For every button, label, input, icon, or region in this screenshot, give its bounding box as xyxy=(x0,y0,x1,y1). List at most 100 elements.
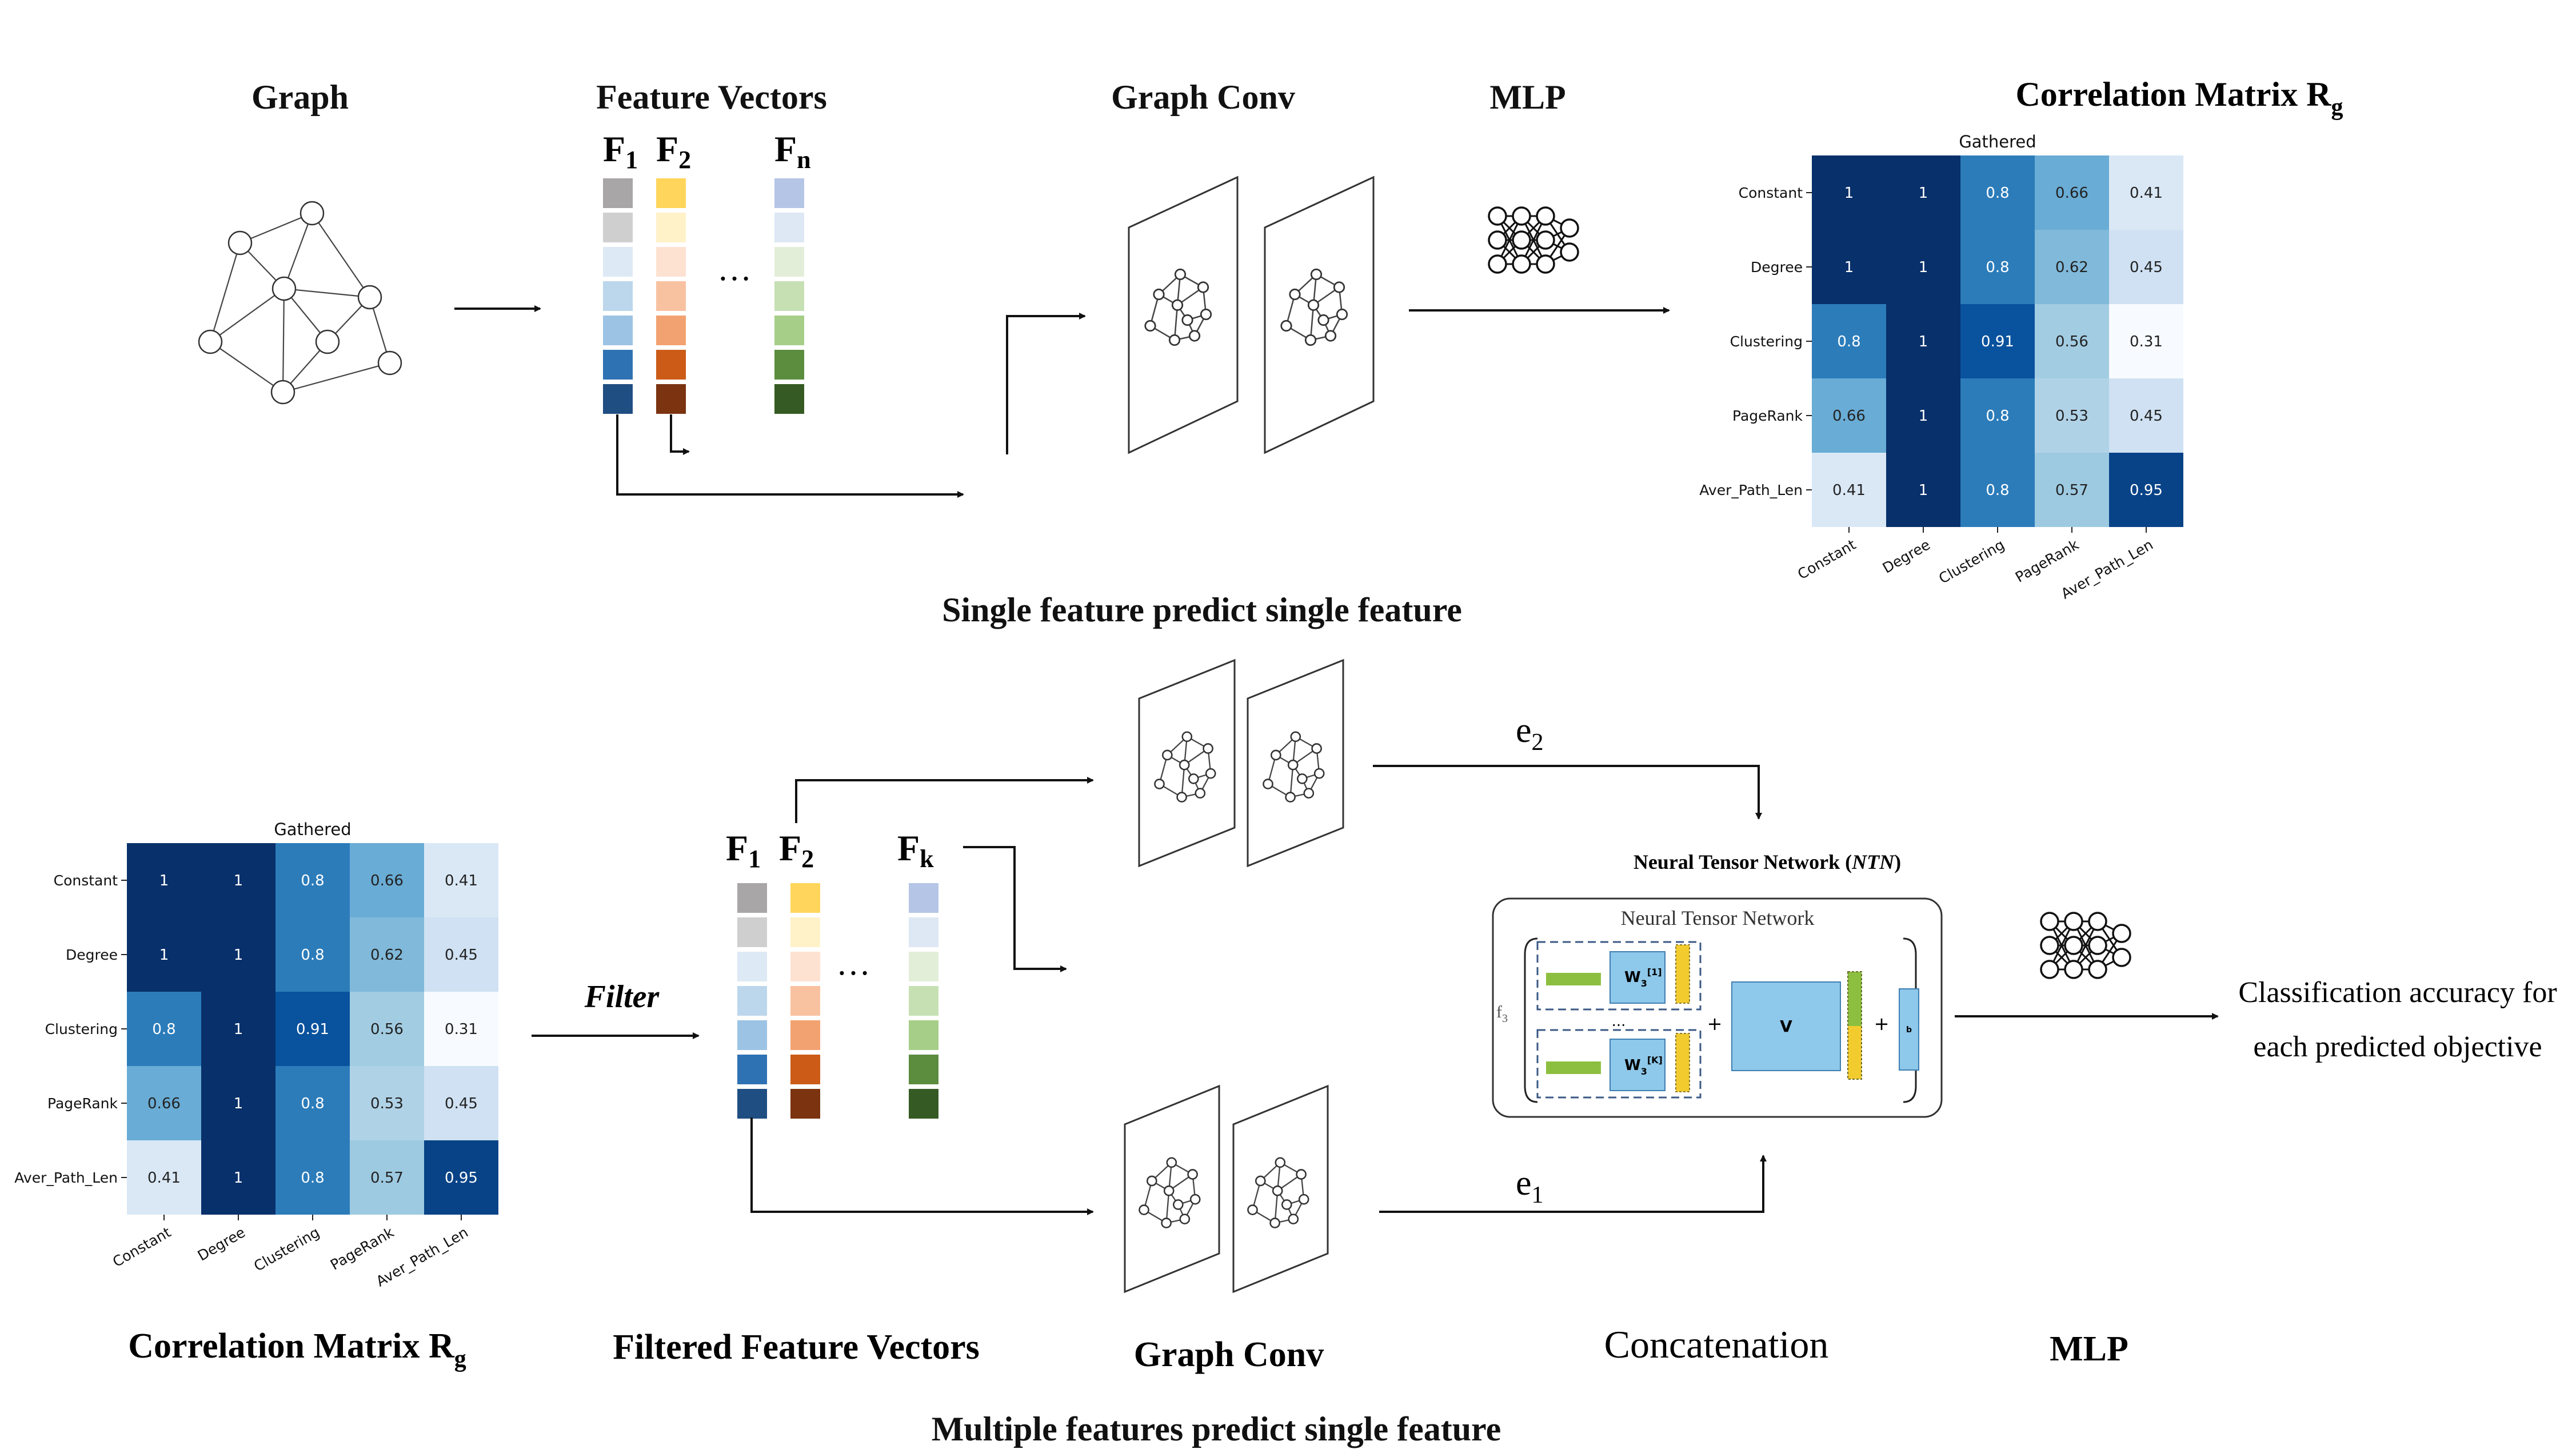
feature-cell xyxy=(737,883,767,913)
col-tick-label: Degree xyxy=(1880,536,1933,577)
col-tick-label: PageRank xyxy=(328,1224,397,1274)
feature-cell xyxy=(737,1089,767,1119)
heatmap-value-label: 1 xyxy=(234,1169,243,1187)
feature-cell xyxy=(774,281,804,311)
heatmap-value-label: 0.45 xyxy=(2130,408,2163,425)
heatmap-value-label: 0.8 xyxy=(1986,482,2009,499)
heatmap-value-label: 0.56 xyxy=(370,1021,404,1038)
feature-cell xyxy=(790,1020,820,1050)
feature-cell xyxy=(909,1055,938,1084)
heatmap-value-label: 0.8 xyxy=(1837,333,1860,350)
feature-cell xyxy=(603,247,633,277)
arrow-icon xyxy=(1379,1155,1767,1213)
heatmap-cell xyxy=(1960,378,2035,453)
feature-cell xyxy=(909,986,938,1016)
feature-cell xyxy=(656,247,686,277)
row-tick-label: PageRank xyxy=(1732,408,1803,424)
arrow-icon xyxy=(670,414,690,455)
heatmap-cell xyxy=(275,1140,350,1215)
heatmap-cell xyxy=(424,992,498,1066)
heatmap-cell xyxy=(1812,304,1886,378)
feature-cell xyxy=(790,952,820,981)
result-line-1: Classification accuracy for xyxy=(2238,976,2557,1009)
heatmap-cell xyxy=(1886,155,1960,230)
result-line-2: each predicted objective xyxy=(2253,1031,2542,1063)
bottom-correlation-matrix-title: Correlation Matrix Rg xyxy=(128,1327,466,1372)
ntn-wk-label: W3[K] xyxy=(1624,1055,1663,1077)
heatmap-cell xyxy=(201,1066,275,1140)
heatmap-value-label: 1 xyxy=(1919,185,1928,202)
correlation-matrix-title: Correlation Matrix Rg xyxy=(2015,75,2343,121)
feature-cell xyxy=(603,350,633,380)
fk-vector xyxy=(909,883,938,1119)
row-tick-label: Aver_Path_Len xyxy=(14,1169,118,1186)
heatmap-value-label: 0.62 xyxy=(2055,259,2088,276)
heatmap-value-label: 0.62 xyxy=(370,947,404,964)
heatmap-value-label: 0.95 xyxy=(2130,482,2163,499)
feature-cell xyxy=(656,281,686,311)
feature-cell xyxy=(909,1020,938,1050)
feature-cell xyxy=(909,883,938,913)
feature-cell xyxy=(774,350,804,380)
heatmap-cell xyxy=(1960,155,2035,230)
feature-cell xyxy=(603,281,633,311)
heatmap-title: Gathered xyxy=(1959,132,2036,151)
heatmap-value-label: 0.45 xyxy=(445,1095,478,1112)
feature-cell xyxy=(656,316,686,345)
feature-vectors-title: Feature Vectors xyxy=(596,78,827,116)
f1-label: F1 xyxy=(603,129,638,174)
fn-label: Fn xyxy=(774,129,811,174)
ntn-inner-title: Neural Tensor Network xyxy=(1621,907,1815,929)
heatmap-value-label: 0.41 xyxy=(1832,482,1866,499)
graph-conv-title: Graph Conv xyxy=(1111,78,1295,116)
heatmap-cell xyxy=(1886,304,1960,378)
heatmap-title: Gathered xyxy=(274,820,351,839)
ntn-plus-1: + xyxy=(1707,1013,1723,1035)
correlation-heatmap-bottom: Gathered 1 1 0.8 0.66 0.41 1 1 0.8 0.62 0.45 0.8 1 0.… xyxy=(14,820,498,1290)
row-tick-label: Degree xyxy=(1751,259,1803,276)
bottom-caption: Multiple features predict single feature xyxy=(932,1410,1501,1448)
feature-cell xyxy=(774,178,804,208)
bottom-graph-conv-title: Graph Conv xyxy=(1134,1335,1324,1374)
heatmap-cell xyxy=(127,843,201,917)
feature-cell xyxy=(790,1055,820,1084)
heatmap-cell xyxy=(2109,453,2183,527)
heatmap-cell xyxy=(1960,453,2035,527)
graph-conv-plane-icon xyxy=(1138,658,1236,868)
heatmap-value-label: 0.57 xyxy=(370,1169,404,1187)
row-tick-label: PageRank xyxy=(47,1095,118,1112)
heatmap-cell xyxy=(201,1140,275,1215)
heatmap-cell xyxy=(127,1066,201,1140)
feature-cell xyxy=(603,384,633,414)
filtered-feature-vectors-title: Filtered Feature Vectors xyxy=(613,1328,980,1367)
feature-cell xyxy=(656,384,686,414)
heatmap-cell xyxy=(275,843,350,917)
heatmap-cell xyxy=(2035,378,2109,453)
heatmap-cell xyxy=(1960,304,2035,378)
heatmap-cell xyxy=(275,1066,350,1140)
ntn-dots: ... xyxy=(1612,1013,1626,1030)
heatmap-cell xyxy=(1812,453,1886,527)
heatmap-cell xyxy=(2035,304,2109,378)
heatmap-value-label: 1 xyxy=(159,947,169,964)
heatmap-value-label: 0.66 xyxy=(2055,185,2088,202)
feature-cell xyxy=(790,917,820,947)
heatmap-value-label: 1 xyxy=(159,872,169,889)
heatmap-value-label: 1 xyxy=(1919,259,1928,276)
heatmap-cell xyxy=(201,992,275,1066)
graph-conv-plane-icon xyxy=(1124,1084,1220,1294)
heatmap-cell xyxy=(275,992,350,1066)
feature-cell xyxy=(774,213,804,242)
heatmap-value-label: 0.8 xyxy=(301,872,324,889)
heatmap-cell xyxy=(201,917,275,992)
heatmap-value-label: 0.53 xyxy=(2055,408,2088,425)
row-tick-label: Degree xyxy=(66,947,118,963)
graph-conv-plane-icon xyxy=(1264,175,1375,454)
heatmap-value-label: 0.66 xyxy=(147,1095,181,1112)
arrow-icon xyxy=(1373,765,1762,820)
col-tick-label: Constant xyxy=(1795,536,1859,582)
feature-cell xyxy=(790,883,820,913)
heatmap-value-label: 0.45 xyxy=(445,947,478,964)
feature-cell xyxy=(737,1020,767,1050)
